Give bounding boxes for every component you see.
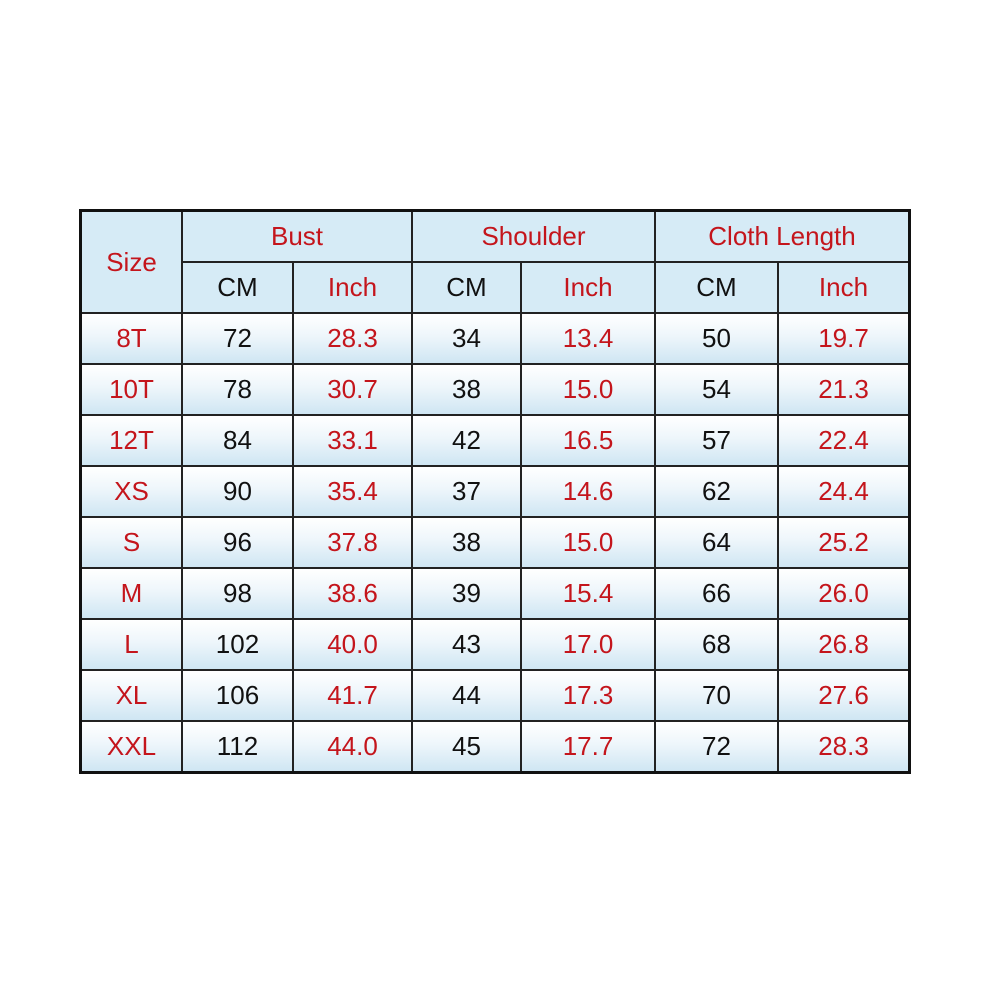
- value-cell: 25.2: [777, 516, 911, 569]
- value-cell: 38.6: [292, 567, 413, 620]
- unit-header: Inch: [777, 261, 911, 314]
- value-cell: 33.1: [292, 414, 413, 467]
- table-row: S 96 37.8 38 15.0 64 25.2: [79, 516, 911, 569]
- table-row: M 98 38.6 39 15.4 66 26.0: [79, 567, 911, 620]
- value-cell: 43: [411, 618, 522, 671]
- value-cell: 54: [654, 363, 779, 416]
- table-row: L 102 40.0 43 17.0 68 26.8: [79, 618, 911, 671]
- unit-header: CM: [181, 261, 294, 314]
- value-cell: 39: [411, 567, 522, 620]
- value-cell: 72: [654, 720, 779, 774]
- value-cell: 96: [181, 516, 294, 569]
- value-cell: 106: [181, 669, 294, 722]
- value-cell: 28.3: [292, 312, 413, 365]
- value-cell: 26.8: [777, 618, 911, 671]
- value-cell: 45: [411, 720, 522, 774]
- value-cell: 38: [411, 516, 522, 569]
- value-cell: 17.7: [520, 720, 656, 774]
- value-cell: 64: [654, 516, 779, 569]
- table-row: 10T 78 30.7 38 15.0 54 21.3: [79, 363, 911, 416]
- table-row: XS 90 35.4 37 14.6 62 24.4: [79, 465, 911, 518]
- value-cell: 62: [654, 465, 779, 518]
- value-cell: 15.4: [520, 567, 656, 620]
- value-cell: 37.8: [292, 516, 413, 569]
- value-cell: 34: [411, 312, 522, 365]
- value-cell: 42: [411, 414, 522, 467]
- value-cell: 102: [181, 618, 294, 671]
- value-cell: 13.4: [520, 312, 656, 365]
- table-row: 8T 72 28.3 34 13.4 50 19.7: [79, 312, 911, 365]
- value-cell: 16.5: [520, 414, 656, 467]
- table-row: XXL 112 44.0 45 17.7 72 28.3: [79, 720, 911, 774]
- value-cell: 15.0: [520, 363, 656, 416]
- value-cell: 30.7: [292, 363, 413, 416]
- value-cell: 41.7: [292, 669, 413, 722]
- table-row: XL 106 41.7 44 17.3 70 27.6: [79, 669, 911, 722]
- header-row-units: CM Inch CM Inch CM Inch: [81, 261, 911, 314]
- size-header: Size: [79, 209, 183, 314]
- size-cell: 8T: [79, 312, 183, 365]
- value-cell: 90: [181, 465, 294, 518]
- value-cell: 15.0: [520, 516, 656, 569]
- value-cell: 28.3: [777, 720, 911, 774]
- size-cell: XL: [79, 669, 183, 722]
- table-row: 12T 84 33.1 42 16.5 57 22.4: [79, 414, 911, 467]
- value-cell: 78: [181, 363, 294, 416]
- value-cell: 84: [181, 414, 294, 467]
- size-cell: 12T: [79, 414, 183, 467]
- bust-header: Bust: [181, 209, 413, 263]
- value-cell: 112: [181, 720, 294, 774]
- unit-header: CM: [411, 261, 522, 314]
- size-cell: L: [79, 618, 183, 671]
- value-cell: 21.3: [777, 363, 911, 416]
- value-cell: 50: [654, 312, 779, 365]
- value-cell: 44: [411, 669, 522, 722]
- value-cell: 68: [654, 618, 779, 671]
- value-cell: 14.6: [520, 465, 656, 518]
- value-cell: 98: [181, 567, 294, 620]
- value-cell: 35.4: [292, 465, 413, 518]
- value-cell: 44.0: [292, 720, 413, 774]
- value-cell: 24.4: [777, 465, 911, 518]
- value-cell: 22.4: [777, 414, 911, 467]
- value-cell: 40.0: [292, 618, 413, 671]
- size-chart-table: Size Bust Shoulder Cloth Length CM Inch …: [79, 209, 911, 774]
- size-cell: XS: [79, 465, 183, 518]
- size-cell: S: [79, 516, 183, 569]
- unit-header: Inch: [292, 261, 413, 314]
- unit-header: Inch: [520, 261, 656, 314]
- value-cell: 38: [411, 363, 522, 416]
- value-cell: 57: [654, 414, 779, 467]
- unit-header: CM: [654, 261, 779, 314]
- size-cell: XXL: [79, 720, 183, 774]
- size-cell: M: [79, 567, 183, 620]
- value-cell: 27.6: [777, 669, 911, 722]
- value-cell: 66: [654, 567, 779, 620]
- header-row-groups: Size Bust Shoulder Cloth Length: [79, 209, 911, 314]
- value-cell: 17.3: [520, 669, 656, 722]
- size-cell: 10T: [79, 363, 183, 416]
- value-cell: 72: [181, 312, 294, 365]
- value-cell: 17.0: [520, 618, 656, 671]
- value-cell: 70: [654, 669, 779, 722]
- value-cell: 19.7: [777, 312, 911, 365]
- value-cell: 26.0: [777, 567, 911, 620]
- shoulder-header: Shoulder: [411, 209, 656, 263]
- value-cell: 37: [411, 465, 522, 518]
- cloth-length-header: Cloth Length: [654, 209, 911, 263]
